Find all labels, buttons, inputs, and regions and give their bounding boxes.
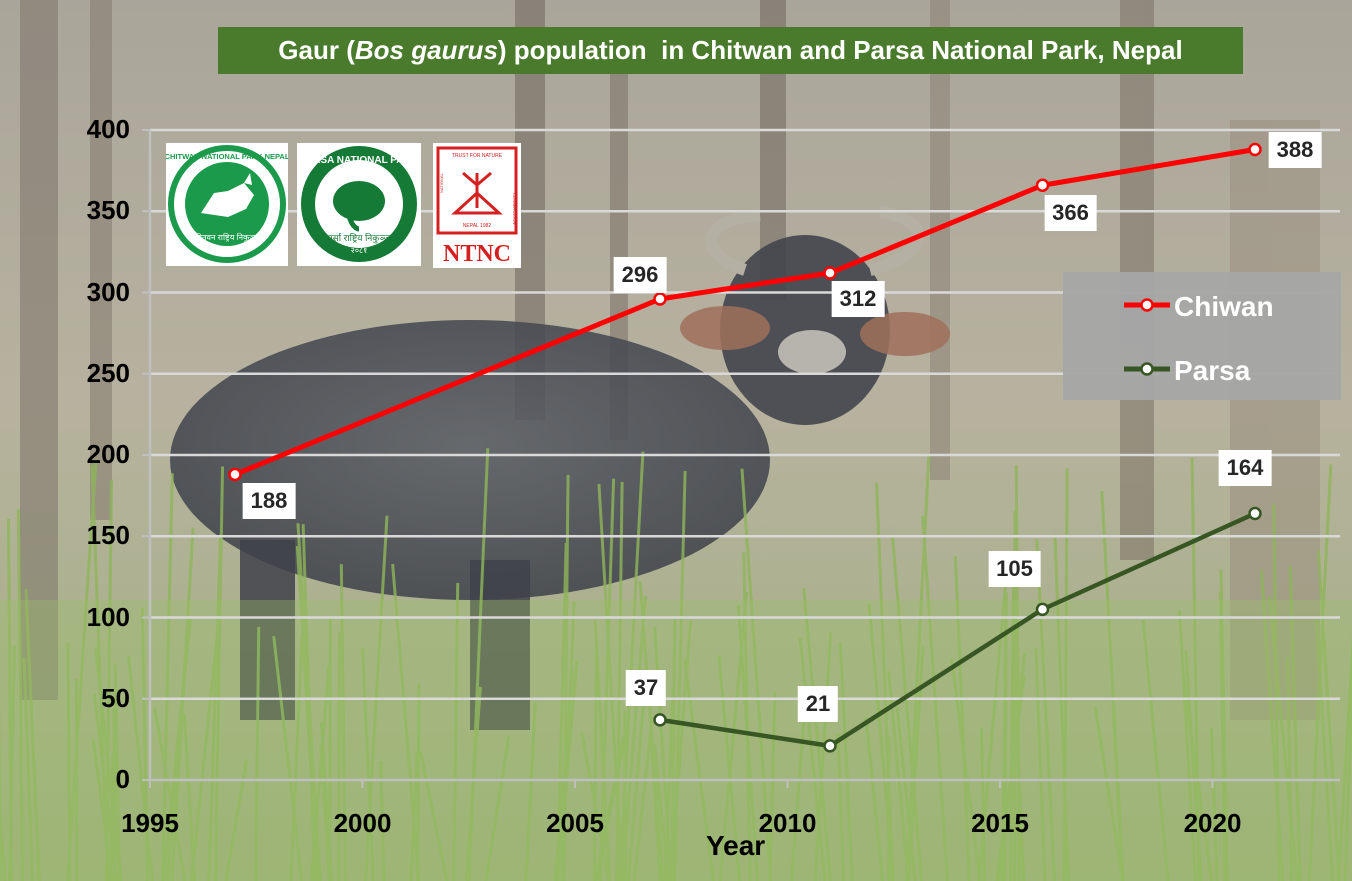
y-tick-label: 0 — [115, 764, 130, 794]
data-label: 164 — [1218, 449, 1272, 486]
legend — [1063, 272, 1341, 400]
axes — [142, 129, 1340, 788]
data-label: 388 — [1268, 131, 1322, 168]
parsa-logo-year: २०८१ — [351, 246, 368, 255]
x-axis-label: Year — [706, 830, 766, 861]
data-point-parsa — [1035, 602, 1050, 617]
x-tick-label: 2000 — [333, 808, 392, 838]
legend-item-chiwan: Chiwan — [1060, 285, 1340, 325]
chart-title: Gaur (Bos gaurus) population in Chitwan … — [218, 27, 1243, 74]
data-point-chiwan — [228, 467, 242, 482]
y-tick-label: 400 — [86, 114, 130, 144]
data-point-parsa — [1248, 506, 1262, 521]
ntnc-logo-ring-text: TRUST FOR NATURE — [452, 153, 503, 159]
legend-label-chiwan: Chiwan — [1174, 291, 1274, 322]
data-label: 366 — [1044, 195, 1097, 232]
parsa-logo: PARSA NATIONAL PARK पर्सा राष्ट्रिय निकु… — [297, 143, 421, 266]
data-point-parsa — [653, 713, 667, 727]
ntnc-logo-side-left: NATIONAL — [439, 173, 444, 193]
data-label: 21 — [797, 685, 839, 722]
x-tick-label: 1995 — [121, 808, 179, 838]
data-label: 296 — [613, 257, 667, 293]
y-tick-label: 300 — [86, 276, 130, 307]
parsa-logo-bottom-text: पर्सा राष्ट्रिय निकुञ्ज — [328, 232, 391, 244]
legend-label-parsa: Parsa — [1174, 355, 1251, 386]
chitwan-logo-ring-text: CHITWAN NATIONAL PARK NEPAL — [166, 152, 288, 161]
y-tick-label: 100 — [86, 601, 130, 632]
chitwan-logo-bottom-text: चितवन राष्ट्रिय निकुञ्ज — [195, 232, 260, 243]
y-tick-label: 250 — [86, 357, 130, 388]
data-label: 105 — [988, 551, 1041, 588]
data-label: 37 — [625, 669, 667, 706]
data-point-parsa — [823, 739, 837, 753]
y-tick-label: 200 — [86, 439, 130, 469]
data-label: 188 — [242, 482, 296, 519]
x-tick-label: 2010 — [758, 808, 817, 838]
title-italic: Bos gaurus — [354, 35, 498, 65]
ntnc-logo-bottom-small: NEPAL 1982 — [463, 223, 492, 229]
ntnc-logo: TRUST FOR NATURE NATIONAL CONSERVATION N… — [433, 143, 521, 268]
parsa-logo-ring-text: PARSA NATIONAL PARK — [300, 155, 419, 166]
data-point-chiwan — [653, 292, 667, 306]
y-tick-label: 150 — [86, 520, 130, 551]
data-point-chiwan — [1035, 178, 1050, 192]
x-tick-label: 2015 — [971, 808, 1029, 838]
chitwan-logo: CHITWAN NATIONAL PARK NEPAL चितवन राष्ट्… — [165, 143, 290, 266]
legend-item-parsa: Parsa — [1060, 349, 1340, 389]
x-tick-label: 2020 — [1183, 808, 1242, 838]
y-tick-label: 350 — [86, 195, 130, 226]
title-suffix: ) population in Chitwan and Parsa Nation… — [497, 35, 1183, 65]
ntnc-logo-abbr: NTNC — [443, 241, 511, 267]
data-point-chiwan — [823, 266, 837, 280]
series-points — [228, 142, 1262, 753]
title-prefix: Gaur ( — [278, 35, 355, 65]
y-tick-label: 50 — [101, 682, 130, 713]
series-line-parsa — [659, 511, 1256, 749]
data-point-chiwan — [1248, 142, 1262, 157]
data-label: 312 — [831, 281, 885, 317]
x-tick-label: 2005 — [546, 808, 604, 838]
ntnc-logo-side-right: CONSERVATION — [512, 193, 517, 224]
